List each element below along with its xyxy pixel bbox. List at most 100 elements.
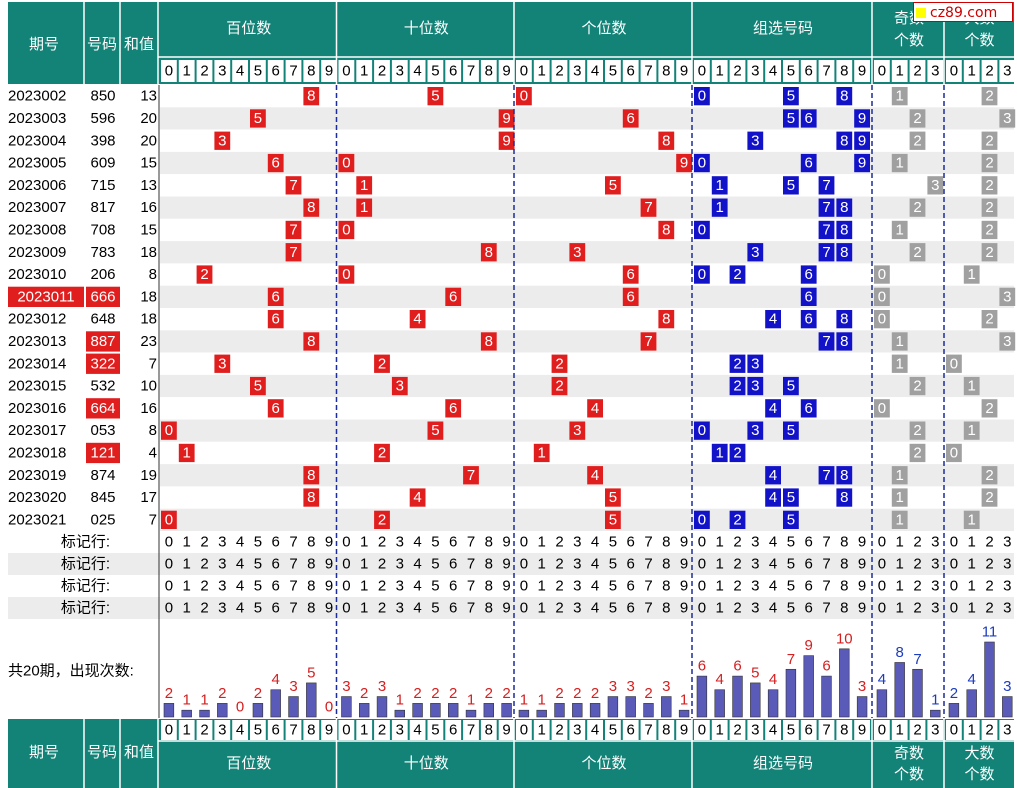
odd-count: 4 <box>878 671 886 688</box>
header-digit: 8 <box>840 63 848 80</box>
group-ball-digit: 8 <box>840 489 848 506</box>
big-ball <box>946 354 962 373</box>
hundreds-bar <box>288 696 299 718</box>
sum-text: 20 <box>140 132 157 149</box>
marker-digit: 2 <box>985 578 993 595</box>
footer-digit: 4 <box>591 722 599 739</box>
group-count: 5 <box>751 664 759 681</box>
odd-ball-digit: 1 <box>896 355 904 372</box>
position-ball-digit: 6 <box>272 400 280 417</box>
ones-count: 2 <box>555 685 563 702</box>
header-digit: 9 <box>325 63 333 80</box>
position-ball-digit: 6 <box>627 110 635 127</box>
position-ball <box>605 176 621 195</box>
marker-digit: 2 <box>555 556 563 573</box>
ones-count: 3 <box>627 678 635 695</box>
group-ball <box>783 488 799 507</box>
position-ball-digit: 8 <box>662 311 670 328</box>
footer-digit: 9 <box>858 722 866 739</box>
position-ball <box>161 421 177 440</box>
header-digit: 8 <box>662 63 670 80</box>
odd-ball-digit: 1 <box>896 467 904 484</box>
header-digit-bg <box>909 60 926 82</box>
header-odd-label: 个数 <box>894 31 924 49</box>
sum-text: 18 <box>140 311 157 328</box>
marker-digit: 0 <box>698 556 706 573</box>
header-digit: 6 <box>627 63 635 80</box>
header-digit-bg <box>783 60 799 82</box>
issue-text: 2023014 <box>8 355 66 372</box>
group-ball-digit: 1 <box>716 177 724 194</box>
position-ball <box>356 198 373 217</box>
position-ball <box>374 443 390 463</box>
tens-count: 2 <box>502 685 510 702</box>
footer-digit-bg <box>676 720 692 740</box>
issue-text: 2023008 <box>8 221 66 238</box>
marker-digit: 9 <box>502 600 510 617</box>
position-ball-digit: 5 <box>609 489 617 506</box>
sum-text: 15 <box>140 221 157 238</box>
position-ball-digit: 2 <box>378 355 386 372</box>
footer-digit: 5 <box>609 722 617 739</box>
group-ball <box>836 220 853 240</box>
footer-digit-bg <box>729 720 746 740</box>
marker-digit: 9 <box>858 534 866 551</box>
sum-text: 18 <box>140 244 157 261</box>
big-ball <box>981 243 998 262</box>
group-bar <box>750 682 761 718</box>
site-logo[interactable]: cz89.com <box>913 2 1013 22</box>
group-ball-digit: 0 <box>698 221 706 238</box>
position-ball <box>551 376 568 396</box>
marker-digit: 5 <box>254 534 262 551</box>
tens-bar <box>341 696 352 718</box>
footer-digit-bg <box>946 720 962 740</box>
header-digit-bg <box>874 60 890 82</box>
big-ball <box>999 287 1016 306</box>
odd-ball-digit: 0 <box>878 288 886 305</box>
position-ball-digit: 9 <box>502 110 510 127</box>
footer-digit: 1 <box>360 722 368 739</box>
header-digit: 6 <box>272 63 280 80</box>
position-ball <box>391 376 408 396</box>
tens-count: 2 <box>485 685 493 702</box>
number-text: 666 <box>90 288 115 305</box>
tens-count: 2 <box>360 685 368 702</box>
odd-ball <box>909 243 926 262</box>
hundreds-count: 1 <box>200 692 208 709</box>
marker-digit: 1 <box>968 600 976 617</box>
marker-digit: 7 <box>822 600 830 617</box>
header-digit-bg <box>338 60 355 82</box>
marker-digit: 6 <box>449 534 457 551</box>
group-bar <box>732 675 743 718</box>
footer-digit-bg <box>338 720 355 740</box>
ones-count: 3 <box>609 678 617 695</box>
header-digit-bg <box>463 60 479 82</box>
group-ball-digit: 9 <box>858 155 866 172</box>
row-bg <box>160 174 1014 197</box>
header-digit-bg <box>694 60 710 82</box>
odd-ball <box>874 310 890 329</box>
footer-digit: 0 <box>165 722 173 739</box>
footer-digit: 2 <box>985 722 993 739</box>
position-ball <box>480 332 497 351</box>
position-ball <box>569 243 586 262</box>
ones-bar <box>589 703 601 718</box>
number-text: 874 <box>90 467 115 484</box>
position-ball <box>356 176 373 195</box>
marker-digit: 0 <box>698 534 706 551</box>
marker-digit: 8 <box>662 600 670 617</box>
footer-digit: 5 <box>254 722 262 739</box>
group-ball <box>729 376 746 396</box>
header-digit: 5 <box>254 63 262 80</box>
footer-digit: 1 <box>968 722 976 739</box>
marker-digit: 2 <box>378 534 386 551</box>
marker-digit: 6 <box>627 556 635 573</box>
marker-label: 标记行: <box>61 556 110 573</box>
odd-ball <box>891 510 908 529</box>
position-ball <box>285 220 302 240</box>
row-info-bg <box>8 508 158 531</box>
group-ball-digit: 8 <box>840 311 848 328</box>
group-ball-digit: 2 <box>733 266 741 283</box>
big-ball <box>981 176 998 195</box>
marker-digit: 2 <box>733 556 741 573</box>
